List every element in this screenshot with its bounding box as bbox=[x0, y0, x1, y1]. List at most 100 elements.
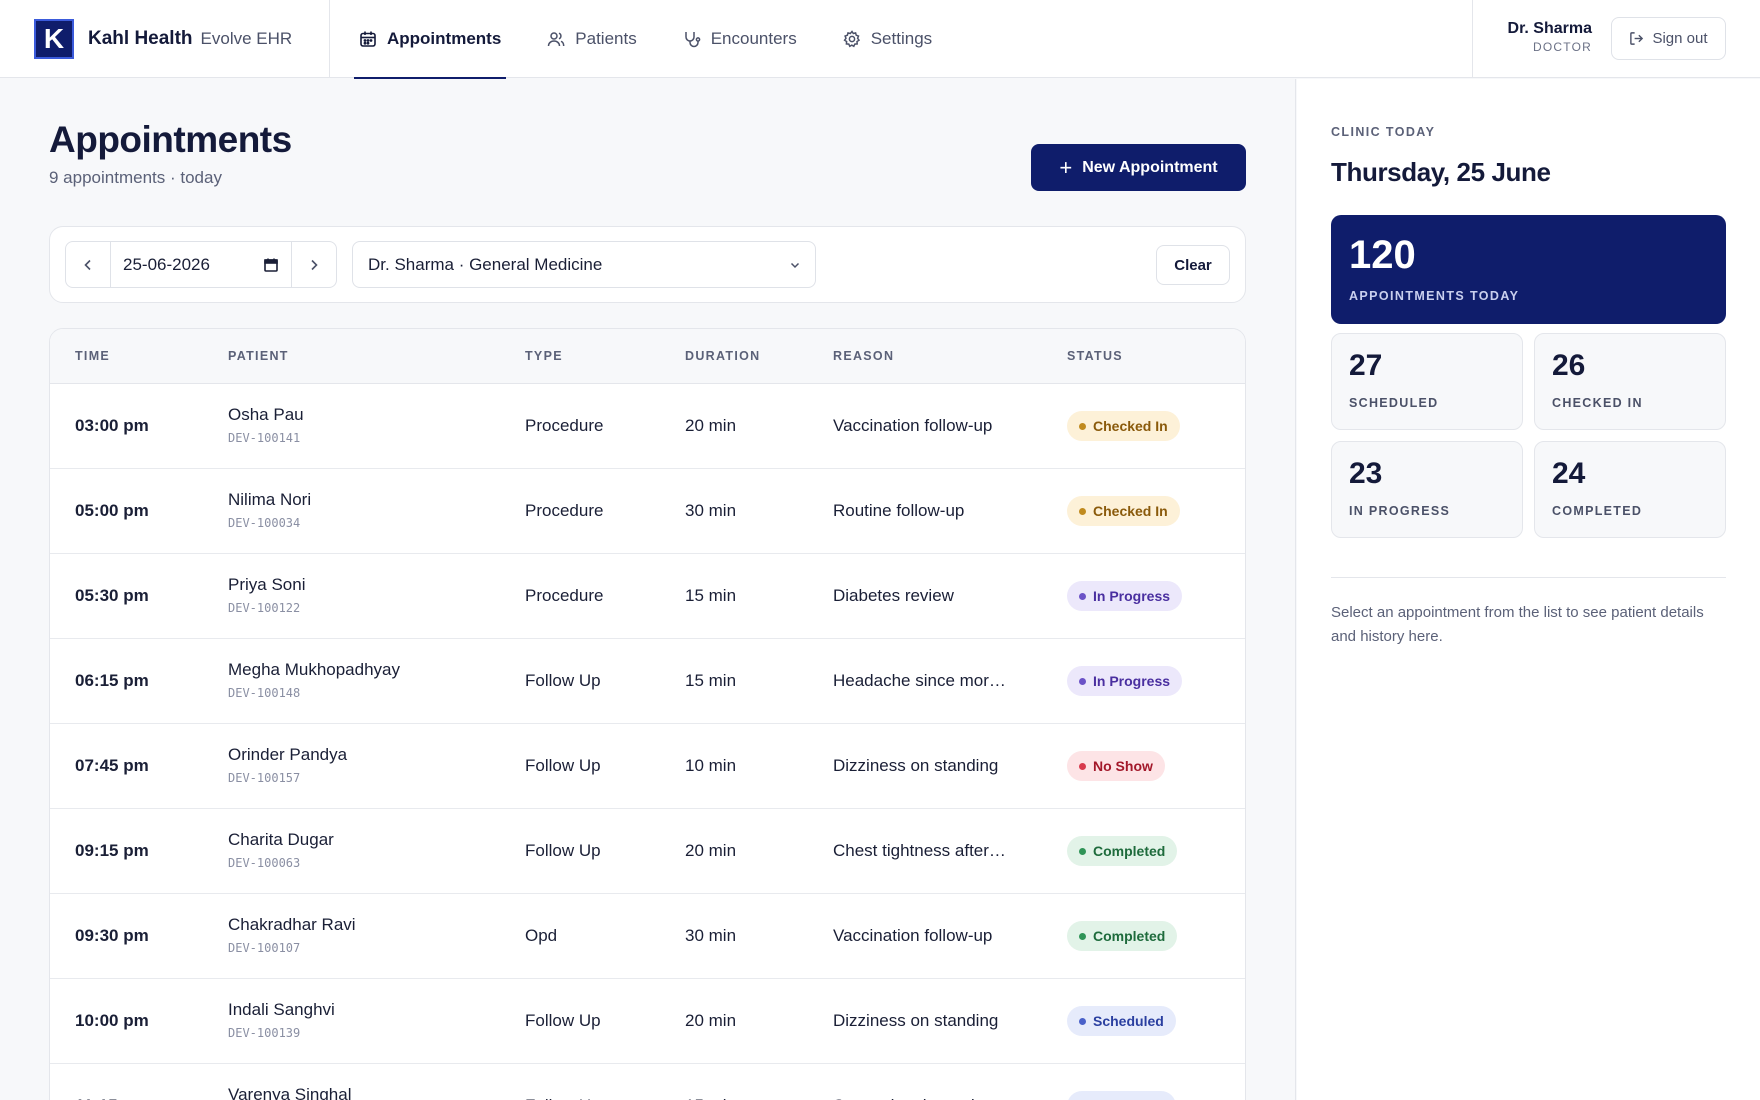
appointment-duration: 20 min bbox=[685, 841, 737, 860]
status-dot bbox=[1079, 762, 1086, 770]
column-header-status[interactable]: STATUS bbox=[1067, 349, 1123, 363]
panel-divider bbox=[1331, 577, 1726, 578]
stat-card-completed: 24 COMPLETED bbox=[1534, 441, 1726, 538]
appointment-time: 10:00 pm bbox=[75, 1011, 149, 1030]
appointment-time: 11:15 pm bbox=[75, 1096, 148, 1100]
appointments-table: TIME PATIENT TYPE DURATION REASON STATUS… bbox=[49, 328, 1246, 1100]
nav-label: Appointments bbox=[387, 29, 502, 48]
panel-caption: CLINIC TODAY bbox=[1331, 125, 1436, 139]
table-header: TIME PATIENT TYPE DURATION REASON STATUS bbox=[50, 329, 1245, 384]
stat-label: SCHEDULED bbox=[1349, 396, 1439, 410]
column-header-reason[interactable]: REASON bbox=[833, 349, 895, 363]
status-label: In Progress bbox=[1093, 588, 1171, 604]
patient-id: DEV-100063 bbox=[228, 856, 301, 870]
filter-bar: 25-06-2026 Dr. Sharma · General Medicine… bbox=[49, 226, 1246, 303]
column-header-duration[interactable]: DURATION bbox=[685, 349, 761, 363]
column-header-type[interactable]: TYPE bbox=[525, 349, 563, 363]
patient-id: DEV-100148 bbox=[228, 686, 301, 700]
column-header-patient[interactable]: PATIENT bbox=[228, 349, 289, 363]
stat-label: IN PROGRESS bbox=[1349, 504, 1451, 518]
status-label: Completed bbox=[1093, 928, 1166, 944]
total-appointments-label: APPOINTMENTS TODAY bbox=[1349, 289, 1520, 303]
nav-settings[interactable]: Settings bbox=[838, 0, 937, 78]
stat-label: CHECKED IN bbox=[1552, 396, 1643, 410]
patient-name: Orinder Pandya bbox=[228, 745, 348, 764]
status-badge: Completed bbox=[1067, 836, 1178, 866]
table-row[interactable]: 09:15 pm Charita Dugar DEV-100063 Follow Up… bbox=[50, 809, 1245, 894]
chevron-left-icon bbox=[84, 259, 91, 270]
table-row[interactable]: 07:45 pm Orinder Pandya DEV-100157 Follow U… bbox=[50, 724, 1245, 809]
appointment-time: 03:00 pm bbox=[75, 416, 149, 435]
new-appointment-button[interactable]: + New Appointment bbox=[1031, 144, 1246, 191]
chevron-down-icon bbox=[790, 262, 800, 268]
date-input[interactable]: 25-06-2026 bbox=[110, 242, 292, 287]
status-dot bbox=[1079, 422, 1086, 430]
brand-name: Kahl Health bbox=[88, 28, 193, 49]
patient-name: Varenya Singhal bbox=[228, 1085, 352, 1100]
table-row[interactable]: 05:00 pm Nilima Nori DEV-100034 Procedure 30… bbox=[50, 469, 1245, 554]
appointment-reason: Routine follow-up bbox=[833, 501, 965, 520]
nav-appointments[interactable]: Appointments bbox=[354, 0, 507, 79]
patient-name: Osha Pau bbox=[228, 405, 304, 424]
appointment-reason: Stomach ache and… bbox=[833, 1096, 992, 1100]
sign-out-label: Sign out bbox=[1652, 30, 1708, 47]
column-header-time[interactable]: TIME bbox=[75, 349, 111, 363]
panel-date: Thursday, 25 June bbox=[1331, 157, 1551, 187]
table-row[interactable]: 09:30 pm Chakradhar Ravi DEV-100107 Opd 30 m… bbox=[50, 894, 1245, 979]
nav-label: Encounters bbox=[710, 29, 797, 48]
next-day-button[interactable] bbox=[292, 242, 336, 287]
date-value: 25-06-2026 bbox=[123, 254, 210, 274]
stat-value: 23 bbox=[1349, 457, 1383, 490]
table-row[interactable]: 10:00 pm Indali Sanghvi DEV-100139 Follow U… bbox=[50, 979, 1245, 1064]
clinic-summary-panel: CLINIC TODAY Thursday, 25 June 120 APPOI… bbox=[1297, 79, 1760, 1100]
status-badge: In Progress bbox=[1067, 581, 1183, 611]
appointment-duration: 30 min bbox=[685, 501, 737, 520]
status-label: Checked In bbox=[1093, 503, 1168, 519]
appointment-reason: Vaccination follow-up bbox=[833, 416, 993, 435]
total-appointments-card: 120 APPOINTMENTS TODAY bbox=[1331, 215, 1726, 324]
chevron-right-icon bbox=[311, 259, 318, 270]
user-area: Dr. Sharma DOCTOR Sign out bbox=[1472, 0, 1760, 78]
appointment-reason: Chest tightness after… bbox=[833, 841, 1006, 860]
stat-label: COMPLETED bbox=[1552, 504, 1643, 518]
patient-name: Charita Dugar bbox=[228, 830, 334, 849]
calendar-icon[interactable] bbox=[263, 257, 279, 273]
appointment-type: Procedure bbox=[525, 501, 604, 520]
stat-card-in-progress: 23 IN PROGRESS bbox=[1331, 441, 1523, 538]
status-dot bbox=[1079, 1017, 1086, 1025]
appointment-duration: 15 min bbox=[685, 1096, 736, 1100]
patient-name: Indali Sanghvi bbox=[228, 1000, 335, 1019]
status-label: Completed bbox=[1093, 843, 1166, 859]
nav-patients[interactable]: Patients bbox=[542, 0, 641, 78]
table-row[interactable]: 11:15 pmVarenya SinghalDEV-100090Follow … bbox=[50, 1064, 1245, 1100]
patient-id: DEV-100034 bbox=[228, 516, 301, 530]
patient-id: DEV-100157 bbox=[228, 771, 301, 785]
appointment-type: Procedure bbox=[525, 586, 604, 605]
patient-id: DEV-100139 bbox=[228, 1026, 301, 1040]
status-badge: In Progress bbox=[1067, 666, 1183, 696]
sign-out-button[interactable]: Sign out bbox=[1611, 17, 1726, 60]
status-label: In Progress bbox=[1093, 673, 1171, 689]
gear-icon bbox=[843, 30, 860, 48]
previous-day-button[interactable] bbox=[66, 242, 110, 287]
user-name: Dr. Sharma bbox=[1507, 20, 1592, 37]
appointment-duration: 15 min bbox=[685, 671, 737, 690]
clear-filters-button[interactable]: Clear bbox=[1156, 245, 1230, 285]
table-row[interactable]: 06:15 pm Megha Mukhopadhyay DEV-100148 Foll… bbox=[50, 639, 1245, 724]
plus-icon: + bbox=[1059, 154, 1073, 180]
appointment-time: 05:30 pm bbox=[75, 586, 149, 605]
appointment-reason: Dizziness on standing bbox=[833, 1011, 999, 1030]
nav-encounters[interactable]: Encounters bbox=[678, 0, 802, 78]
appointment-reason: Vaccination follow-up bbox=[833, 926, 993, 945]
doctor-select[interactable]: Dr. Sharma · General Medicine bbox=[352, 241, 816, 288]
appointment-time: 05:00 pm bbox=[75, 501, 149, 520]
table-row[interactable]: 05:30 pm Priya Soni DEV-100122 Procedure 15 … bbox=[50, 554, 1245, 639]
appointment-reason: Dizziness on standing bbox=[833, 756, 999, 775]
table-body: 03:00 pm Osha Pau DEV-100141 Procedure 20 mi… bbox=[50, 384, 1245, 1100]
main-nav: Appointments Patients Encounters Setting… bbox=[354, 0, 973, 79]
patient-name: Megha Mukhopadhyay bbox=[228, 660, 401, 679]
status-badge: Checked In bbox=[1067, 411, 1180, 441]
status-label: Scheduled bbox=[1093, 1013, 1164, 1029]
table-row[interactable]: 03:00 pm Osha Pau DEV-100141 Procedure 20 mi… bbox=[50, 384, 1245, 469]
brand[interactable]: K Kahl Health Evolve EHR bbox=[0, 0, 330, 78]
